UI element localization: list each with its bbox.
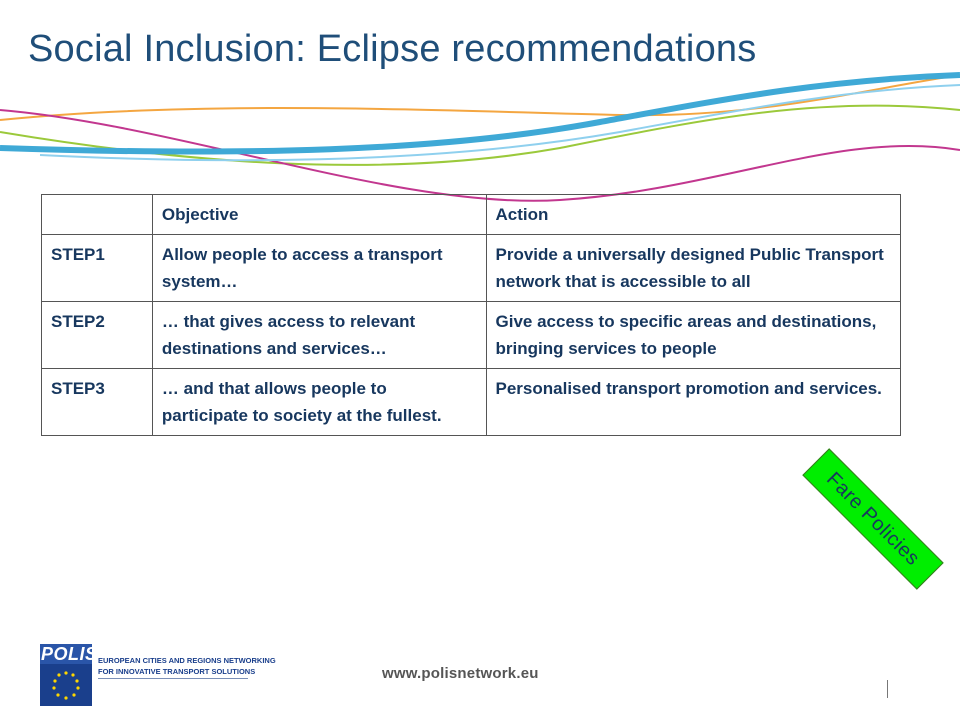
recommendations-table: Objective Action STEP1 Allow people to a… xyxy=(41,194,902,436)
fare-policies-badge: Fare Policies xyxy=(802,448,944,590)
wave-blue-light xyxy=(39,84,960,162)
website-link[interactable]: www.polisnetwork.eu xyxy=(382,665,539,682)
slide-title: Social Inclusion: Eclipse recommendation… xyxy=(28,28,757,70)
header-cell-action: Action xyxy=(485,194,902,235)
objective-cell: … that gives access to relevant destinat… xyxy=(151,301,487,369)
step-cell: STEP1 xyxy=(41,234,153,302)
wave-green xyxy=(0,104,960,166)
table-header-row: Objective Action xyxy=(41,194,902,235)
logo-tagline-line2: FOR INNOVATIVE TRANSPORT SOLUTIONS xyxy=(98,667,256,676)
objective-cell: … and that allows people to participate … xyxy=(151,368,487,436)
logo-tagline: EUROPEAN CITIES AND REGIONS NETWORKING F… xyxy=(98,655,276,677)
header-cell-empty xyxy=(41,194,153,235)
wave-blue xyxy=(0,72,960,155)
table-row: STEP3 … and that allows people to partic… xyxy=(41,368,902,436)
objective-cell: Allow people to access a transport syste… xyxy=(151,234,487,302)
action-cell: Personalised transport promotion and ser… xyxy=(485,368,902,436)
polis-logo: POLIS EUROPEAN CITIES AND REGIONS NETWOR… xyxy=(40,644,276,706)
action-cell: Provide a universally designed Public Tr… xyxy=(485,234,902,302)
wave-magenta xyxy=(0,109,960,202)
step-cell: STEP2 xyxy=(41,301,153,369)
action-cell: Give access to specific areas and destin… xyxy=(485,301,902,369)
footer-divider xyxy=(887,680,888,698)
logo-tagline-line1: EUROPEAN CITIES AND REGIONS NETWORKING xyxy=(98,656,276,665)
logo-divider xyxy=(98,678,248,679)
step-cell: STEP3 xyxy=(41,368,153,436)
logo-wordmark: POLIS xyxy=(41,644,98,664)
table-row: STEP2 … that gives access to relevant de… xyxy=(41,301,902,369)
header-cell-objective: Objective xyxy=(151,194,487,235)
table-row: STEP1 Allow people to access a transport… xyxy=(41,234,902,302)
eu-flag-icon xyxy=(40,644,92,706)
